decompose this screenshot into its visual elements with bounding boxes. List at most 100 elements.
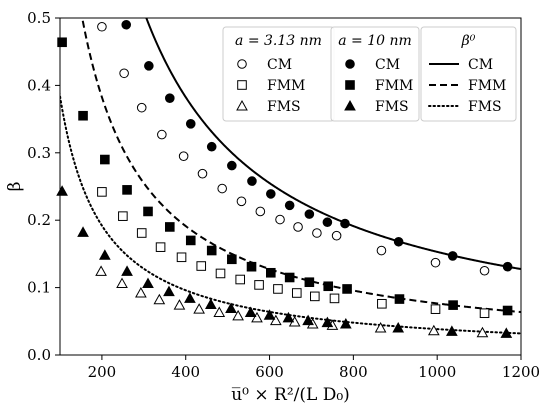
point-a10-cm-14 <box>502 261 513 272</box>
point-a313-fms-8 <box>251 311 263 323</box>
point-a313-cm-1 <box>119 68 129 79</box>
x-tick-label-0: 200 <box>88 363 117 381</box>
point-a313-cm-13 <box>376 245 387 256</box>
point-a10-fmm-17 <box>502 305 513 316</box>
point-a10-fmm-1 <box>78 110 88 121</box>
point-a10-cm-10 <box>322 217 333 228</box>
x-tick-label-3: 800 <box>339 363 368 381</box>
point-a313-fms-5 <box>193 303 205 314</box>
legend-title-1: a = 10 nm <box>338 33 412 49</box>
point-a10-fms-15 <box>392 322 405 333</box>
legend-label-1-2: FMS <box>375 99 409 115</box>
point-a10-fms-7 <box>205 298 217 309</box>
point-a313-fmm-11 <box>310 291 320 302</box>
y-axis-label: β <box>5 182 25 192</box>
point-a10-fmm-10 <box>266 267 276 278</box>
point-a10-fms-6 <box>184 292 196 303</box>
point-a10-fmm-9 <box>246 261 257 272</box>
point-a10-fmm-2 <box>100 154 110 165</box>
point-a10-fmm-15 <box>394 294 405 304</box>
point-a313-cm-10 <box>293 222 303 232</box>
point-a313-fmm-14 <box>430 304 441 314</box>
y-tick-label-5: 0.5 <box>27 9 51 27</box>
x-axis-label: u̅⁰ × R²/(L D₀) <box>231 385 350 405</box>
legend-label-0-1: FMM <box>267 78 305 94</box>
legend-marker-0-1 <box>237 80 247 90</box>
legend-marker-1-2 <box>344 99 356 111</box>
curve-beta0-fmm <box>81 18 521 314</box>
point-a313-fmm-5 <box>196 261 207 271</box>
point-a10-fms-1 <box>77 226 89 237</box>
plot-frame <box>59 17 522 356</box>
legend-marker-0-2 <box>236 99 248 111</box>
point-a10-cm-1 <box>144 61 154 71</box>
point-a10-fms-10 <box>263 309 276 320</box>
point-a10-cm-3 <box>185 119 196 129</box>
point-a10-fmm-5 <box>165 222 175 232</box>
point-a313-fmm-2 <box>136 228 147 238</box>
point-a313-fmm-1 <box>118 211 128 221</box>
legend-marker-1-1 <box>345 80 355 90</box>
point-a313-fms-9 <box>269 314 282 326</box>
point-a10-fms-4 <box>142 277 154 289</box>
point-a313-fms-14 <box>427 324 440 336</box>
point-a313-cm-11 <box>312 228 322 238</box>
point-a10-cm-13 <box>447 251 458 261</box>
y-tick-label-4: 0.4 <box>27 76 51 94</box>
legend-title-2: β⁰ <box>461 33 476 49</box>
point-a10-cm-2 <box>165 93 175 104</box>
point-a313-fmm-7 <box>235 274 246 285</box>
point-a313-cm-0 <box>97 21 107 32</box>
point-a313-fms-15 <box>476 326 489 338</box>
point-a313-cm-14 <box>430 257 441 268</box>
point-a10-fmm-0 <box>57 37 67 48</box>
legend-label-2-2: FMS <box>468 99 502 115</box>
point-a10-fms-2 <box>98 249 111 260</box>
point-a313-fmm-0 <box>97 187 107 197</box>
point-a10-fms-17 <box>500 327 513 338</box>
point-a10-fmm-11 <box>284 272 295 283</box>
point-a10-fms-9 <box>244 306 257 318</box>
point-a313-cm-5 <box>197 168 208 179</box>
point-a10-cm-11 <box>340 218 350 229</box>
legend-label-1-1: FMM <box>375 78 413 94</box>
point-a10-cm-8 <box>284 200 295 211</box>
legend-label-1-0: CM <box>375 57 400 73</box>
point-a10-fmm-4 <box>143 206 153 217</box>
point-a313-fms-7 <box>232 309 244 321</box>
point-a10-fms-12 <box>302 314 314 326</box>
point-a313-fmm-13 <box>377 298 387 309</box>
point-a10-fms-11 <box>282 311 295 323</box>
point-a313-fmm-6 <box>215 268 226 279</box>
legend-title-0: a = 3.13 nm <box>235 33 322 49</box>
curve-beta0-fms <box>60 89 521 335</box>
point-a10-fms-16 <box>446 325 458 336</box>
point-a313-fms-3 <box>153 293 166 305</box>
legend-label-0-0: CM <box>267 57 292 73</box>
legend-label-0-2: FMS <box>267 99 301 115</box>
legend-marker-1-0 <box>345 59 355 69</box>
legend-label-2-0: CM <box>468 57 493 73</box>
curve-beta0-cm <box>145 18 521 271</box>
point-a313-cm-12 <box>331 230 342 241</box>
y-tick-label-2: 0.2 <box>27 211 51 229</box>
point-a10-fmm-3 <box>122 185 132 195</box>
point-a10-cm-6 <box>247 176 257 186</box>
point-a10-fms-0 <box>56 185 68 196</box>
point-a313-cm-15 <box>479 265 490 276</box>
point-a313-fmm-12 <box>329 293 340 304</box>
x-tick-label-2: 600 <box>255 363 284 381</box>
point-a313-fms-6 <box>213 306 226 318</box>
point-a10-fms-3 <box>121 265 133 276</box>
y-tick-label-1: 0.1 <box>27 279 51 297</box>
point-a10-fmm-14 <box>342 284 352 294</box>
point-a313-cm-6 <box>217 183 227 194</box>
point-a10-fms-8 <box>225 302 237 313</box>
point-a313-cm-4 <box>178 151 189 161</box>
y-tick-label-3: 0.3 <box>27 144 51 162</box>
point-a10-fmm-13 <box>323 281 334 292</box>
point-a10-fmm-16 <box>448 300 458 310</box>
x-tick-label-4: 1000 <box>418 363 456 381</box>
